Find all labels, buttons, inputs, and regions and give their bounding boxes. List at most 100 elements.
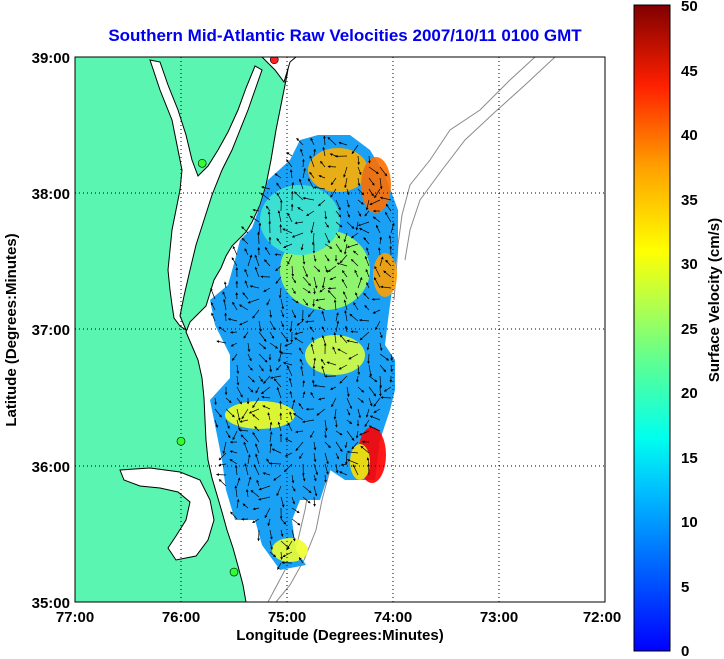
y-tick-label: 35:00 — [32, 595, 70, 612]
velocity-vector — [236, 397, 242, 405]
velocity-vector — [351, 441, 359, 450]
velocity-vector — [357, 364, 361, 376]
velocity-vector — [357, 166, 362, 176]
velocity-vector — [372, 216, 381, 223]
velocity-vector — [287, 212, 293, 223]
velocity-vector — [335, 463, 339, 474]
velocity-vector — [252, 397, 260, 409]
velocity-vector — [318, 199, 326, 207]
velocity-vector — [327, 165, 337, 169]
velocity-vector — [324, 210, 328, 220]
velocity-vector — [318, 397, 326, 401]
velocity-vector — [280, 496, 285, 508]
velocity-vector — [245, 489, 249, 498]
velocity-vector — [236, 375, 240, 386]
velocity-vector — [358, 227, 370, 234]
radar-station-marker — [197, 158, 207, 168]
velocity-vector — [302, 254, 306, 265]
velocity-vector — [355, 430, 359, 439]
velocity-vector — [224, 312, 228, 322]
velocity-vector — [297, 207, 304, 212]
velocity-vector — [231, 257, 238, 267]
velocity-vector — [359, 430, 370, 436]
colorbar-tick: 15 — [681, 450, 698, 467]
velocity-vector — [283, 243, 293, 249]
velocity-vector — [264, 507, 271, 519]
velocity-vector — [353, 302, 359, 311]
velocity-vector — [244, 280, 249, 289]
velocity-vector — [242, 292, 249, 300]
velocity-vector — [302, 196, 315, 201]
velocity-vector — [344, 452, 348, 465]
velocity-vector — [352, 464, 359, 476]
velocity-vector — [258, 353, 268, 363]
velocity-vector — [240, 434, 249, 443]
velocity-vector — [280, 309, 285, 318]
velocity-vector — [288, 377, 293, 388]
velocity-vector — [319, 287, 326, 293]
velocity-vector — [277, 421, 282, 432]
velocity-vector — [277, 210, 282, 223]
velocity-vector — [249, 215, 260, 223]
velocity-vector — [289, 320, 293, 333]
velocity-vector — [302, 380, 305, 388]
velocity-vector — [276, 386, 282, 399]
y-tick-label: 36:00 — [32, 459, 70, 476]
velocity-vector — [313, 357, 317, 366]
velocity-vector — [336, 262, 348, 267]
velocity-vector — [335, 430, 343, 436]
velocity-vector — [346, 210, 350, 218]
velocity-vector — [335, 320, 340, 333]
velocity-vector — [302, 167, 306, 179]
velocity-vector — [335, 243, 342, 253]
velocity-vector — [309, 326, 315, 333]
velocity-vector — [263, 375, 271, 384]
velocity-vector — [284, 438, 293, 443]
velocity-vector — [291, 265, 295, 277]
velocity-vector — [269, 443, 273, 454]
velocity-vector — [343, 291, 348, 300]
velocity-vector — [258, 496, 271, 501]
velocity-vector — [302, 158, 305, 168]
velocity-vector — [344, 441, 348, 449]
velocity-vector — [343, 166, 348, 178]
velocity-vector — [326, 361, 337, 366]
velocity-vector — [214, 419, 219, 428]
velocity-vector — [368, 386, 377, 397]
velocity-vector — [339, 334, 348, 344]
velocity-vector — [343, 243, 348, 255]
velocity-vector — [313, 474, 317, 482]
velocity-vector — [262, 405, 271, 410]
velocity-vector — [368, 397, 373, 407]
velocity-vector — [346, 386, 350, 398]
velocity-vector — [269, 540, 273, 550]
velocity-vector — [274, 173, 282, 179]
colorbar: 50 45 40 35 30 25 20 15 10 5 0 Surface V… — [633, 0, 723, 659]
velocity-vector — [355, 221, 359, 231]
velocity-vector — [243, 441, 249, 454]
velocity-vector — [324, 265, 328, 273]
velocity-vector — [277, 562, 282, 570]
velocity-vector — [291, 287, 296, 294]
velocity-vector — [276, 182, 282, 190]
land-mass — [75, 57, 291, 602]
velocity-vector — [366, 457, 370, 465]
velocity-vector — [302, 265, 308, 278]
velocity-vector — [269, 331, 275, 339]
y-tick-label: 39:00 — [32, 50, 70, 67]
velocity-vector — [379, 177, 383, 190]
velocity-vector — [286, 540, 293, 551]
velocity-vector — [313, 148, 316, 157]
velocity-vector — [280, 320, 284, 328]
velocity-vector — [252, 507, 260, 511]
velocity-vector — [234, 464, 238, 476]
x-tick-label: 72:00 — [583, 609, 621, 626]
velocity-vector — [375, 224, 381, 234]
velocity-vector — [378, 386, 382, 397]
velocity-vector — [379, 166, 388, 177]
velocity-vector — [280, 331, 289, 342]
x-tick-labels: 77:00 76:00 75:00 74:00 73:00 72:00 — [56, 609, 621, 626]
x-tick-label: 75:00 — [268, 609, 306, 626]
velocity-vector — [255, 443, 260, 454]
velocity-vector — [252, 208, 260, 212]
